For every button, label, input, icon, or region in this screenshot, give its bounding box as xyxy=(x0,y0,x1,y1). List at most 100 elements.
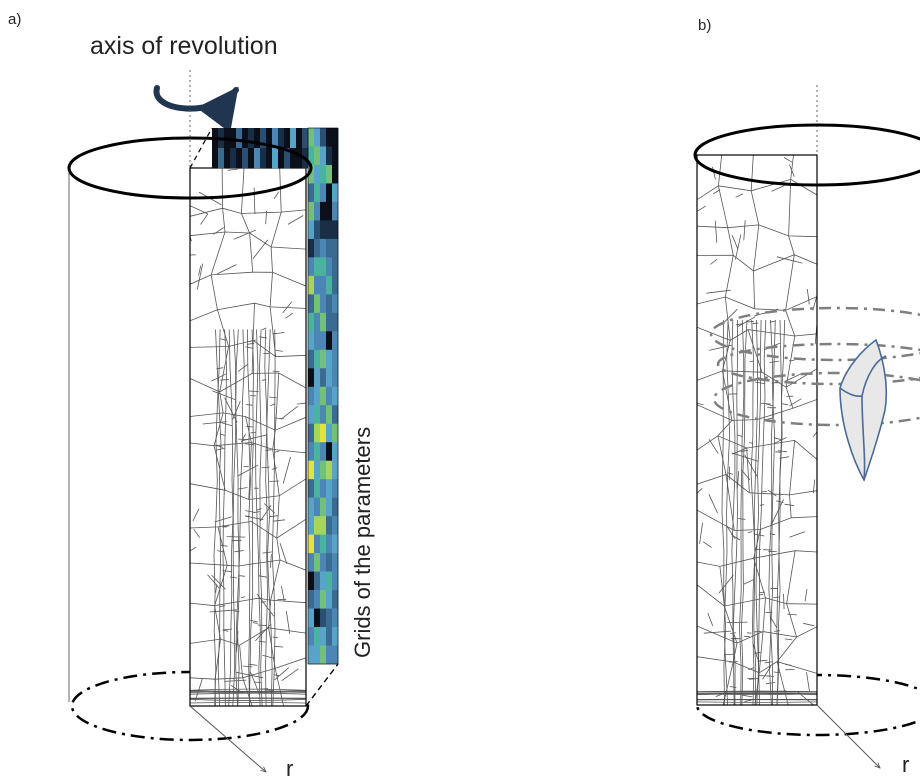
grid-cell xyxy=(332,220,339,240)
grid-cell xyxy=(308,220,315,240)
top-ellipse-b xyxy=(693,123,920,187)
grid-cell xyxy=(308,201,315,221)
grid-cell xyxy=(332,275,339,295)
grid-cell xyxy=(290,148,297,169)
grid-cell xyxy=(314,275,321,295)
grid-cell xyxy=(332,460,339,480)
grid-cell xyxy=(302,128,309,149)
grid-cell xyxy=(290,128,297,149)
grid-cell xyxy=(332,146,339,166)
grid-cell xyxy=(218,148,225,169)
grid-cell xyxy=(314,220,321,240)
panel-a-label: a) xyxy=(8,11,21,28)
grid-cell xyxy=(326,386,333,406)
grid-cell xyxy=(326,571,333,591)
grid-cell xyxy=(278,128,285,149)
grid-cell xyxy=(320,368,327,388)
grid-cell xyxy=(320,220,327,240)
grid-cell xyxy=(308,516,315,535)
grid-cell xyxy=(332,423,339,443)
panel-a: a) axis of revolution r Grids of th xyxy=(8,11,375,778)
grid-cell xyxy=(320,405,327,425)
grid-cell xyxy=(326,201,333,221)
volume-element-wedge xyxy=(839,338,888,482)
grid-cell xyxy=(272,128,279,149)
grid-cell xyxy=(314,128,321,147)
grid-cell xyxy=(308,331,315,351)
grid-cell xyxy=(326,627,333,646)
grid-cell xyxy=(308,405,315,425)
grid-cell xyxy=(314,553,321,572)
grid-cell xyxy=(236,128,243,149)
grid-cell xyxy=(314,386,321,406)
grids-of-parameters-label: Grids of the parameters xyxy=(350,427,375,658)
grid-cell xyxy=(254,148,261,169)
grid-cell xyxy=(320,497,327,517)
grid-cell xyxy=(326,257,333,277)
grid-cell xyxy=(326,590,333,609)
panel-b-label: b) xyxy=(698,17,711,34)
grid-cell xyxy=(332,312,339,332)
grid-cell xyxy=(320,294,327,314)
grid-cell xyxy=(332,479,339,498)
grid-cell xyxy=(308,608,315,628)
grid-cell xyxy=(326,368,333,388)
grid-cell xyxy=(308,386,315,406)
grid-cell xyxy=(320,479,327,498)
grid-cell xyxy=(314,534,321,554)
grid-cell xyxy=(320,460,327,480)
grid-cell xyxy=(326,423,333,443)
grid-cell xyxy=(332,627,339,646)
grid-cell xyxy=(314,423,321,443)
grid-cell xyxy=(308,534,315,554)
grid-cell xyxy=(308,128,315,147)
grid-cell xyxy=(314,331,321,351)
grid-cell xyxy=(326,238,333,258)
grid-cell xyxy=(314,479,321,498)
grid-cell xyxy=(314,201,321,221)
grid-cell xyxy=(326,275,333,295)
grid-cell xyxy=(320,183,327,203)
grid-cell xyxy=(326,405,333,425)
grid-cell xyxy=(326,349,333,369)
grid-cell xyxy=(332,590,339,609)
grid-cell xyxy=(320,331,327,351)
grid-cell xyxy=(314,590,321,609)
radius-arrow-b xyxy=(816,704,880,768)
grid-cell xyxy=(326,553,333,572)
grid-cell xyxy=(332,238,339,258)
grid-cell xyxy=(332,645,339,665)
grid-cell xyxy=(248,148,255,169)
grid-cell xyxy=(314,460,321,480)
grid-cell xyxy=(320,553,327,572)
grid-cell xyxy=(320,257,327,277)
grid-cell xyxy=(224,148,231,169)
grid-cell xyxy=(326,146,333,166)
grid-cell xyxy=(308,497,315,517)
ring-inner-b xyxy=(712,371,920,427)
grid-cell xyxy=(326,312,333,332)
grid-cell xyxy=(314,312,321,332)
grid-cell xyxy=(272,148,279,169)
ring-outer-b xyxy=(709,306,920,362)
grid-cell xyxy=(326,220,333,240)
radius-label-b: r xyxy=(902,752,909,777)
grid-cell xyxy=(332,405,339,425)
grid-cell xyxy=(332,442,339,461)
grid-cell xyxy=(266,148,273,169)
grid-cell xyxy=(320,349,327,369)
grid-cell xyxy=(308,571,315,591)
radius-label-a: r xyxy=(286,756,293,778)
grid-cell xyxy=(314,571,321,591)
grid-cell xyxy=(308,349,315,369)
grid-cell xyxy=(314,257,321,277)
grid-cell xyxy=(332,553,339,572)
grid-cell xyxy=(320,164,327,184)
grid-cell xyxy=(308,312,315,332)
grid-cell xyxy=(314,516,321,535)
grid-cell xyxy=(320,590,327,609)
grid-cell xyxy=(314,627,321,646)
grid-cell xyxy=(296,148,303,169)
grid-cell xyxy=(332,534,339,554)
